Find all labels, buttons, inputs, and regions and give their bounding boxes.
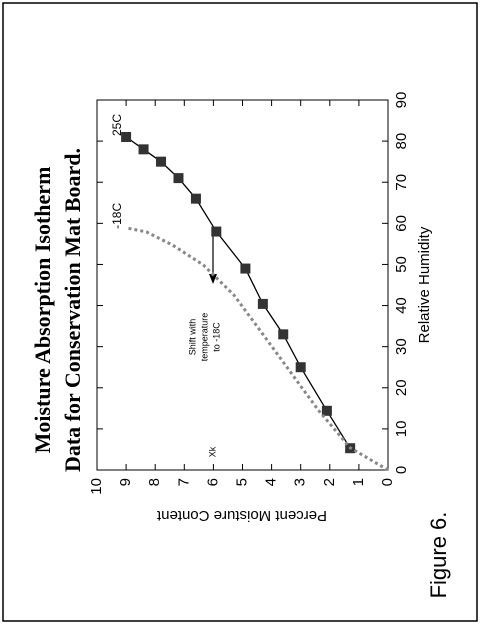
y-tick-label: 6: [204, 478, 221, 486]
annotation: to -18C: [211, 322, 221, 352]
x-tick-label: 60: [393, 215, 410, 232]
x-tick-label: 90: [393, 92, 410, 109]
x-tick-label: 0: [393, 466, 410, 474]
series-line: [125, 226, 389, 472]
annotation: Xk: [207, 446, 217, 457]
y-tick-label: 10: [88, 478, 105, 495]
marker: [121, 132, 132, 142]
y-tick-label: 1: [350, 478, 367, 486]
marker: [173, 173, 184, 184]
marker: [295, 362, 306, 373]
chart-title: Moisture Absorption Isotherm: [30, 167, 55, 454]
caption: Figure 6.: [426, 512, 451, 599]
x-tick-label: 20: [393, 379, 410, 396]
marker: [156, 156, 167, 167]
x-tick-label: 80: [393, 133, 410, 150]
y-tick-label: 2: [321, 478, 338, 486]
series-label: 25C: [110, 114, 124, 136]
marker: [190, 193, 201, 204]
marker: [321, 405, 332, 416]
y-tick-label: 5: [233, 478, 250, 486]
y-tick-label: 9: [117, 478, 134, 486]
x-tick-label: 40: [393, 297, 410, 314]
annotation: Shift with: [187, 319, 197, 356]
plot-frame: [96, 99, 389, 471]
y-tick-label: 4: [263, 478, 280, 486]
y-tick-label: 8: [146, 478, 163, 486]
marker: [211, 226, 222, 237]
series-line: [125, 136, 351, 449]
marker: [257, 298, 268, 309]
x-tick-label: 30: [393, 338, 410, 355]
y-tick-label: 7: [175, 478, 192, 486]
marker: [278, 329, 289, 340]
y-tick-label: 3: [292, 478, 309, 486]
x-tick-label: 50: [393, 256, 410, 273]
arrow-head: [209, 274, 217, 284]
marker: [138, 144, 149, 155]
chart-title: Data for Conservation Mat Board.: [60, 148, 85, 472]
y-tick-label: 0: [379, 478, 396, 486]
series-label: -18C: [110, 203, 124, 229]
annotation: temperature: [199, 313, 209, 362]
x-tick-label: 70: [393, 174, 410, 191]
x-axis-label: Relative Humidity: [416, 226, 433, 343]
x-tick-label: 10: [393, 421, 410, 438]
rotated-chart: Moisture Absorption Isotherm Data for Co…: [30, 92, 451, 599]
marker: [240, 263, 251, 274]
y-axis-label: Percent Moisture Content: [156, 507, 327, 524]
